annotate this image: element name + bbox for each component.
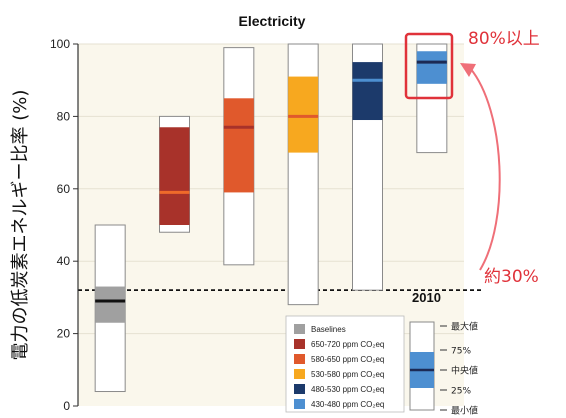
- legend-label: 530-580 ppm CO₂eq: [311, 370, 384, 379]
- range-bar: [287, 43, 319, 306]
- legend-swatch: [294, 354, 305, 364]
- legend-swatch: [294, 324, 305, 334]
- y-tick-label: 80: [57, 109, 71, 123]
- legend-swatch: [294, 369, 305, 379]
- annotation-top: 80%以上: [468, 29, 540, 49]
- legend-swatch: [294, 384, 305, 394]
- legend: Baselines 650-720 ppm CO₂eq 580-650 ppm CO…: [285, 315, 405, 413]
- chart-title: Electricity: [239, 13, 306, 29]
- key-label: 75%: [451, 347, 471, 357]
- key-label: 25%: [451, 387, 471, 397]
- range-bar-iqr: [159, 127, 190, 225]
- range-bar-iqr: [223, 98, 254, 193]
- range-bar: [94, 224, 126, 393]
- y-tick-label: 100: [50, 37, 70, 51]
- key-label: 中央値: [451, 365, 478, 377]
- annotation-bottom: 約30%: [484, 267, 539, 287]
- range-bar: [159, 115, 190, 233]
- legend-label: 580-650 ppm CO₂eq: [311, 355, 384, 364]
- reference-line-label: 2010: [412, 290, 441, 305]
- highlight-box: [404, 32, 454, 100]
- legend-label: 430-480 ppm CO₂eq: [311, 400, 384, 409]
- range-bar-iqr: [352, 62, 383, 121]
- range-bar: [223, 47, 255, 266]
- key-label: 最小値: [451, 405, 478, 417]
- legend-label: 650-720 ppm CO₂eq: [311, 340, 384, 349]
- range-bar-iqr: [416, 51, 447, 84]
- y-ticks: 0 20 40 60 80 100: [50, 37, 78, 413]
- legend-box: [285, 315, 405, 413]
- annotation-arrow-head: [460, 63, 476, 77]
- y-axis-label: 電力の低炭素エネルギー比率 (%): [10, 90, 31, 361]
- y-tick-label: 0: [63, 399, 70, 413]
- key-label: 最大値: [451, 321, 478, 333]
- y-tick-label: 40: [57, 254, 71, 268]
- range-bar-iqr: [288, 76, 319, 153]
- key: 最大値 75% 中央値 25% 最小値: [409, 321, 478, 417]
- legend-label: Baselines: [311, 325, 346, 334]
- plot-background: [78, 44, 464, 406]
- legend-swatch: [294, 339, 305, 349]
- range-bar-iqr: [95, 286, 126, 323]
- legend-swatch: [294, 399, 305, 409]
- range-bar: [352, 43, 383, 291]
- legend-label: 480-530 ppm CO₂eq: [311, 385, 384, 394]
- bars: [94, 43, 448, 393]
- annotation-arrow: [469, 67, 501, 271]
- y-tick-label: 60: [57, 182, 71, 196]
- y-tick-label: 20: [57, 327, 71, 341]
